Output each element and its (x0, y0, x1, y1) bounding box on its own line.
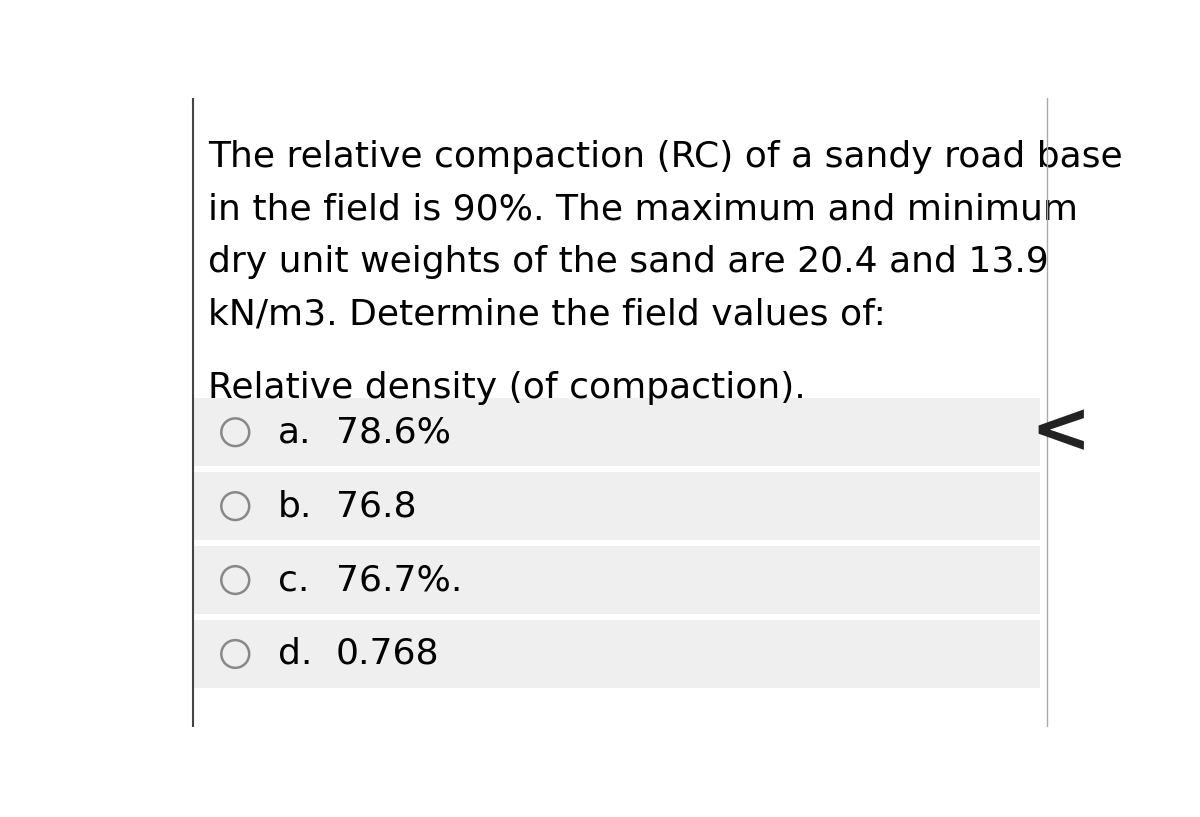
Bar (193, 547, 1039, 614)
Text: <: < (1031, 398, 1091, 467)
Text: a.: a. (278, 415, 311, 449)
Text: 76.7%.: 76.7%. (336, 563, 462, 597)
Text: dry unit weights of the sand are 20.4 and 13.9: dry unit weights of the sand are 20.4 an… (208, 245, 1049, 279)
Bar (193, 399, 1039, 467)
Bar (193, 472, 1039, 540)
Text: c.: c. (278, 563, 310, 597)
Bar (193, 620, 1039, 688)
Text: kN/m3. Determine the field values of:: kN/m3. Determine the field values of: (208, 297, 886, 332)
Text: 78.6%: 78.6% (336, 415, 451, 449)
Text: Relative density (of compaction).: Relative density (of compaction). (208, 372, 806, 405)
Text: b.: b. (278, 489, 312, 523)
Text: in the field is 90%. The maximum and minimum: in the field is 90%. The maximum and min… (208, 193, 1078, 227)
Text: 76.8: 76.8 (336, 489, 416, 523)
Text: 0.768: 0.768 (336, 637, 439, 671)
Text: The relative compaction (RC) of a sandy road base: The relative compaction (RC) of a sandy … (208, 141, 1123, 174)
Text: d.: d. (278, 637, 312, 671)
